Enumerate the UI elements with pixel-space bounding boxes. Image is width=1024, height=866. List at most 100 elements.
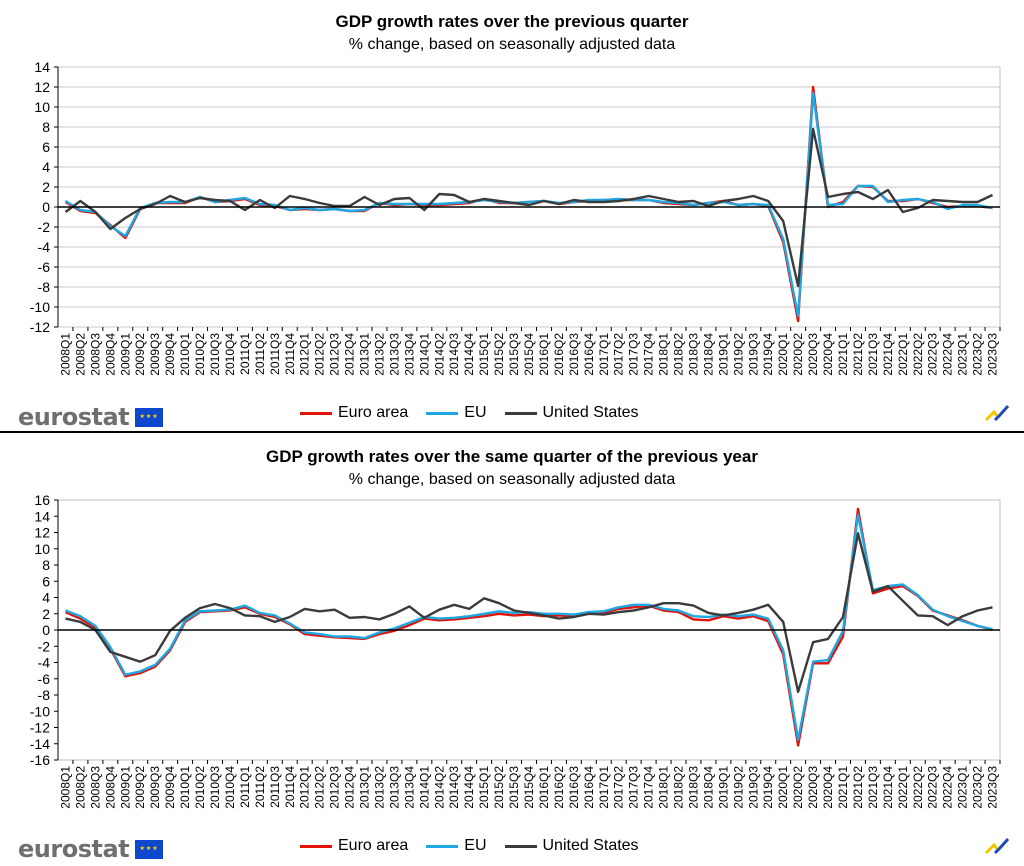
- legend-swatch: [504, 411, 537, 415]
- legend-swatch: [300, 844, 332, 848]
- y-tick-label: 2: [42, 606, 50, 622]
- x-tick-label: 2018Q1: [657, 333, 671, 376]
- x-tick-label: 2018Q4: [701, 766, 715, 809]
- legend-swatch: [300, 411, 332, 415]
- x-tick-label: 2013Q3: [387, 766, 401, 809]
- x-tick-label: 2015Q2: [492, 766, 506, 809]
- legend-label: EU: [464, 837, 487, 854]
- chart-subtitle: % change, based on seasonally adjusted d…: [348, 471, 676, 488]
- x-tick-label: 2012Q2: [313, 333, 327, 376]
- x-tick-label: 2015Q4: [522, 766, 536, 809]
- legend-swatch: [426, 411, 459, 415]
- logo-text: eurostat: [18, 835, 130, 863]
- y-tick-label: -6: [38, 259, 51, 275]
- y-tick-label: -10: [30, 299, 50, 315]
- x-tick-label: 2016Q2: [552, 333, 566, 376]
- legend-item-eu: EU: [426, 837, 487, 855]
- chart-title: GDP growth rates over the previous quart…: [335, 12, 689, 31]
- legend-swatch: [504, 844, 537, 848]
- eurostat-check-mark-icon: [984, 838, 1010, 855]
- x-tick-label: 2018Q4: [701, 333, 715, 376]
- y-tick-label: 8: [42, 557, 50, 573]
- legend-swatch: [426, 844, 459, 848]
- x-tick-label: 2010Q1: [178, 333, 192, 376]
- y-tick-label: 14: [34, 508, 50, 524]
- x-tick-label: 2020Q1: [776, 333, 790, 376]
- legend-item-euro-area: Euro area: [300, 404, 408, 422]
- legend: Euro area EU United States: [300, 837, 647, 855]
- chart-subtitle: % change, based on seasonally adjusted d…: [348, 36, 676, 53]
- x-tick-label: 2012Q2: [313, 766, 327, 809]
- series-line-united-states: [64, 127, 994, 288]
- x-tick-label: 2023Q1: [956, 766, 970, 809]
- x-tick-label: 2023Q2: [971, 766, 985, 809]
- x-tick-label: 2022Q2: [911, 333, 925, 376]
- x-tick-label: 2014Q3: [447, 766, 461, 809]
- y-tick-label: 10: [34, 99, 50, 115]
- x-tick-label: 2009Q3: [148, 333, 162, 376]
- x-tick-label: 2014Q1: [417, 333, 431, 376]
- x-tick-label: 2019Q1: [716, 766, 730, 809]
- x-tick-label: 2021Q2: [851, 766, 865, 809]
- y-tick-label: -2: [38, 638, 51, 654]
- x-tick-label: 2020Q4: [821, 333, 835, 376]
- series-line-eu: [65, 513, 993, 741]
- chart-panel-year: GDP growth rates over the same quarter o…: [0, 435, 1024, 866]
- x-tick-label: 2009Q1: [118, 766, 132, 809]
- x-tick-label: 2016Q4: [582, 766, 596, 809]
- y-tick-label: 8: [42, 119, 50, 135]
- x-tick-label: 2011Q4: [283, 766, 297, 808]
- x-tick-label: 2023Q1: [956, 333, 970, 376]
- legend-label: EU: [464, 404, 487, 421]
- x-tick-label: 2011Q2: [253, 333, 267, 375]
- x-tick-label: 2013Q2: [372, 333, 386, 376]
- eu-flag-icon: ★★★: [135, 839, 164, 859]
- x-tick-label: 2016Q4: [582, 333, 596, 376]
- x-tick-label: 2022Q4: [941, 333, 955, 376]
- x-tick-label: 2016Q3: [567, 766, 581, 809]
- y-tick-label: -8: [38, 279, 51, 295]
- x-tick-label: 2023Q3: [986, 333, 1000, 376]
- x-tick-label: 2013Q1: [358, 766, 372, 809]
- x-tick-label: 2011Q2: [253, 766, 267, 808]
- x-tick-label: 2020Q2: [791, 766, 805, 809]
- x-tick-label: 2011Q1: [238, 766, 252, 808]
- x-tick-label: 2019Q1: [716, 333, 730, 376]
- eurostat-logo: eurostat ★★★: [18, 403, 164, 431]
- y-tick-label: -10: [30, 703, 50, 719]
- y-tick-label: -4: [38, 655, 51, 671]
- x-tick-label: 2015Q1: [477, 766, 491, 809]
- x-tick-label: 2019Q4: [761, 333, 775, 376]
- x-tick-label: 2010Q4: [223, 333, 237, 376]
- x-tick-label: 2022Q1: [896, 333, 910, 376]
- x-tick-label: 2014Q2: [432, 766, 446, 809]
- x-tick-label: 2013Q2: [372, 766, 386, 809]
- x-tick-label: 2022Q4: [941, 766, 955, 809]
- x-tick-label: 2010Q3: [208, 766, 222, 809]
- x-tick-label: 2013Q4: [402, 766, 416, 809]
- x-tick-label: 2016Q1: [537, 333, 551, 376]
- x-tick-label: 2014Q3: [447, 333, 461, 376]
- x-tick-label: 2008Q2: [73, 766, 87, 809]
- x-tick-label: 2023Q3: [986, 766, 1000, 809]
- x-tick-label: 2018Q3: [686, 766, 700, 809]
- x-tick-label: 2017Q3: [627, 766, 641, 809]
- x-tick-label: 2020Q2: [791, 333, 805, 376]
- x-tick-label: 2016Q1: [537, 766, 551, 809]
- x-tick-label: 2018Q2: [672, 766, 686, 809]
- x-tick-label: 2013Q1: [358, 333, 372, 376]
- x-tick-label: 2021Q3: [866, 766, 880, 809]
- x-tick-label: 2009Q2: [133, 766, 147, 809]
- eu-flag-icon: ★★★: [135, 407, 164, 427]
- y-tick-label: 12: [34, 525, 50, 541]
- x-tick-label: 2012Q3: [328, 766, 342, 809]
- x-tick-label: 2012Q3: [328, 333, 342, 376]
- y-tick-label: -6: [38, 671, 51, 687]
- y-tick-label: -12: [30, 319, 50, 335]
- x-tick-label: 2009Q4: [163, 333, 177, 376]
- legend-label: Euro area: [338, 837, 409, 854]
- legend-label: United States: [542, 404, 639, 421]
- x-tick-label: 2020Q3: [806, 766, 820, 809]
